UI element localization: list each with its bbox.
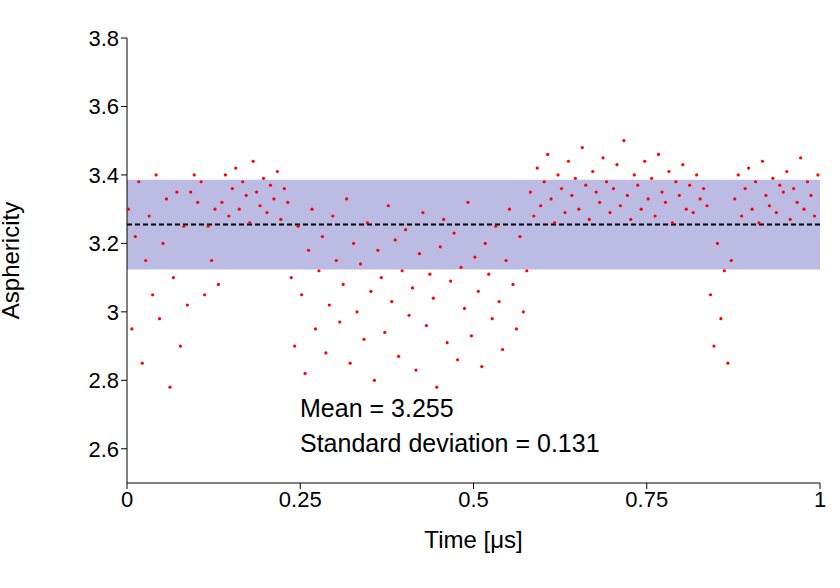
svg-text:2.6: 2.6 — [88, 437, 119, 462]
html-text:Standard deviation = 0.131: Standard deviation = 0.131 — [300, 429, 600, 457]
svg-text:3.4: 3.4 — [88, 163, 119, 188]
svg-text:3.6: 3.6 — [88, 94, 119, 119]
svg-text:1: 1 — [814, 487, 826, 512]
svg-text:0.25: 0.25 — [279, 487, 322, 512]
svg-text:0: 0 — [121, 487, 133, 512]
svg-text:3.2: 3.2 — [88, 231, 119, 256]
svg-text:3.8: 3.8 — [88, 26, 119, 51]
svg-text:Asphericity: Asphericity — [8, 202, 24, 319]
svg-text:0.75: 0.75 — [625, 487, 668, 512]
svg-text:Time [μs]: Time [μs] — [424, 526, 522, 553]
svg-text:0.5: 0.5 — [458, 487, 489, 512]
svg-text:3: 3 — [107, 300, 119, 325]
svg-text:2.8: 2.8 — [88, 368, 119, 393]
html-text:Mean = 3.255: Mean = 3.255 — [300, 394, 454, 422]
